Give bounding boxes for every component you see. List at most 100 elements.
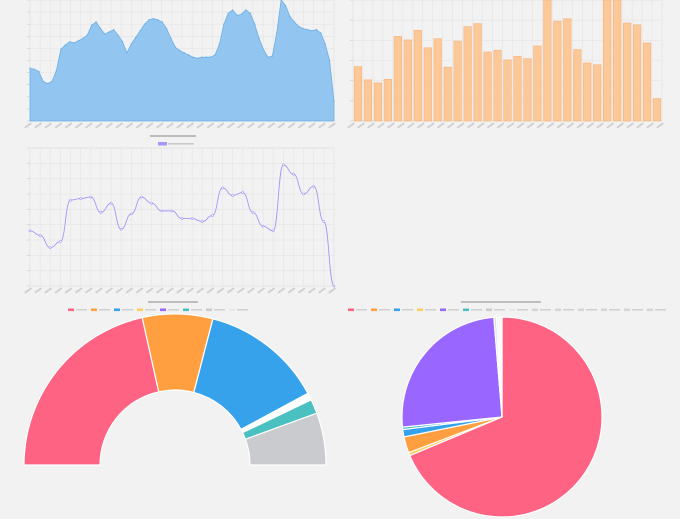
x-tick-label-placeholder: [155, 122, 164, 129]
legend-label-placeholder: [609, 309, 620, 311]
area-point: [227, 12, 229, 14]
line-point: [48, 246, 52, 249]
bar: [383, 78, 392, 122]
area-point: [60, 48, 62, 51]
pie-chart-legend: [348, 301, 666, 312]
x-tick-label-placeholder: [486, 122, 495, 129]
area-point: [113, 29, 115, 31]
x-tick-label-placeholder: [206, 122, 215, 129]
bar: [632, 24, 642, 122]
x-tick-label-placeholder: [357, 122, 365, 129]
area-point: [267, 56, 269, 58]
line-point: [221, 186, 224, 190]
area-point: [157, 19, 159, 21]
legend-label-placeholder: [122, 309, 133, 311]
x-tick-label-placeholder: [54, 287, 63, 294]
line-point: [38, 234, 42, 237]
line-point: [302, 192, 305, 196]
doughnut-slice: [23, 316, 160, 466]
x-tick-label-placeholder: [196, 122, 205, 129]
x-tick-label-placeholder: [546, 122, 555, 129]
area-point: [306, 29, 309, 31]
pie-chart-plot: [401, 316, 603, 518]
area-point: [108, 31, 111, 33]
x-tick-label-placeholder: [125, 287, 134, 294]
x-tick-label-placeholder: [186, 122, 194, 129]
area-point: [161, 21, 163, 23]
area-point: [104, 33, 106, 35]
bar: [543, 0, 552, 122]
doughnut-slice: [244, 412, 327, 466]
x-tick-label-placeholder: [44, 287, 53, 294]
area-point: [117, 34, 119, 36]
line-point: [130, 212, 133, 216]
legend-swatch: [578, 308, 584, 312]
bar-chart-plot: [353, 0, 662, 122]
line-point: [322, 220, 326, 223]
x-tick-label-placeholder: [318, 122, 326, 129]
bar: [603, 0, 612, 122]
bar-chart-yaxis: [350, 0, 353, 122]
area-point: [46, 82, 49, 85]
x-tick-label-placeholder: [626, 122, 634, 129]
x-tick-label-placeholder: [257, 122, 265, 129]
legend-swatch: [206, 308, 212, 312]
legend-label-placeholder: [356, 309, 367, 311]
x-tick-label-placeholder: [318, 287, 326, 294]
x-tick-label-placeholder: [456, 122, 465, 129]
area-point: [245, 9, 247, 11]
legend-label-placeholder: [494, 309, 505, 311]
x-tick-label-placeholder: [287, 287, 296, 294]
x-tick-label-placeholder: [145, 287, 154, 294]
x-tick-label-placeholder: [526, 122, 535, 129]
x-tick-label-placeholder: [307, 122, 316, 129]
legend-swatch: [647, 308, 653, 312]
area-point: [165, 27, 168, 30]
area-point: [95, 21, 97, 23]
bar: [533, 45, 542, 122]
area-point: [218, 43, 221, 45]
x-tick-label-placeholder: [74, 287, 83, 294]
x-tick-label-placeholder: [95, 287, 103, 294]
legend-swatch: [509, 308, 515, 312]
line-point: [200, 220, 204, 223]
legend-label-placeholder: [145, 309, 156, 311]
x-tick-label-placeholder: [496, 122, 505, 129]
area-point: [77, 40, 80, 42]
bar: [353, 66, 363, 122]
bar: [593, 64, 602, 122]
pie-chart: [348, 301, 666, 518]
legend-label-placeholder: [425, 309, 436, 311]
line-point: [119, 227, 123, 231]
x-tick-label-placeholder: [237, 122, 245, 129]
x-tick-label-placeholder: [328, 287, 336, 294]
area-point: [214, 54, 216, 56]
line-point: [292, 172, 295, 176]
area-point: [86, 34, 88, 36]
legend-label-placeholder: [632, 309, 643, 311]
area-point: [333, 100, 335, 102]
area-point: [320, 32, 322, 34]
line-point: [190, 217, 194, 220]
area-point: [293, 21, 296, 23]
line-point: [89, 195, 93, 199]
area-point: [258, 37, 260, 40]
legend-label-placeholder: [448, 309, 459, 311]
x-tick-label-placeholder: [646, 122, 654, 129]
line-point: [99, 211, 103, 214]
x-tick-label-placeholder: [74, 122, 83, 129]
area-point: [302, 27, 304, 30]
line-point: [271, 229, 275, 233]
chart-title-placeholder: [150, 135, 196, 137]
chart-title-placeholder: [461, 301, 541, 303]
area-point: [130, 43, 133, 45]
x-tick-label-placeholder: [616, 122, 624, 129]
area-point: [82, 37, 84, 40]
legend-swatch: [371, 308, 377, 312]
area-point: [51, 80, 53, 83]
legend-swatch: [463, 308, 469, 312]
area-point: [196, 57, 199, 59]
x-tick-label-placeholder: [566, 122, 575, 129]
line-point: [282, 163, 285, 167]
area-point: [139, 30, 141, 32]
